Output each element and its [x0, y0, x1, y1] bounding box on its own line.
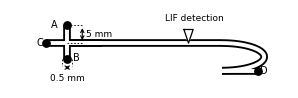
Text: A: A	[52, 20, 58, 30]
Text: D: D	[260, 66, 267, 76]
Point	[65, 58, 70, 59]
Text: B: B	[73, 53, 80, 63]
Polygon shape	[184, 29, 193, 43]
Text: LIF detection: LIF detection	[165, 14, 224, 23]
Text: 0.5 mm: 0.5 mm	[50, 74, 85, 83]
Text: C: C	[36, 38, 43, 48]
Point	[65, 25, 70, 26]
Text: 5 mm: 5 mm	[86, 30, 113, 39]
Point	[255, 70, 260, 71]
Point	[44, 42, 49, 44]
